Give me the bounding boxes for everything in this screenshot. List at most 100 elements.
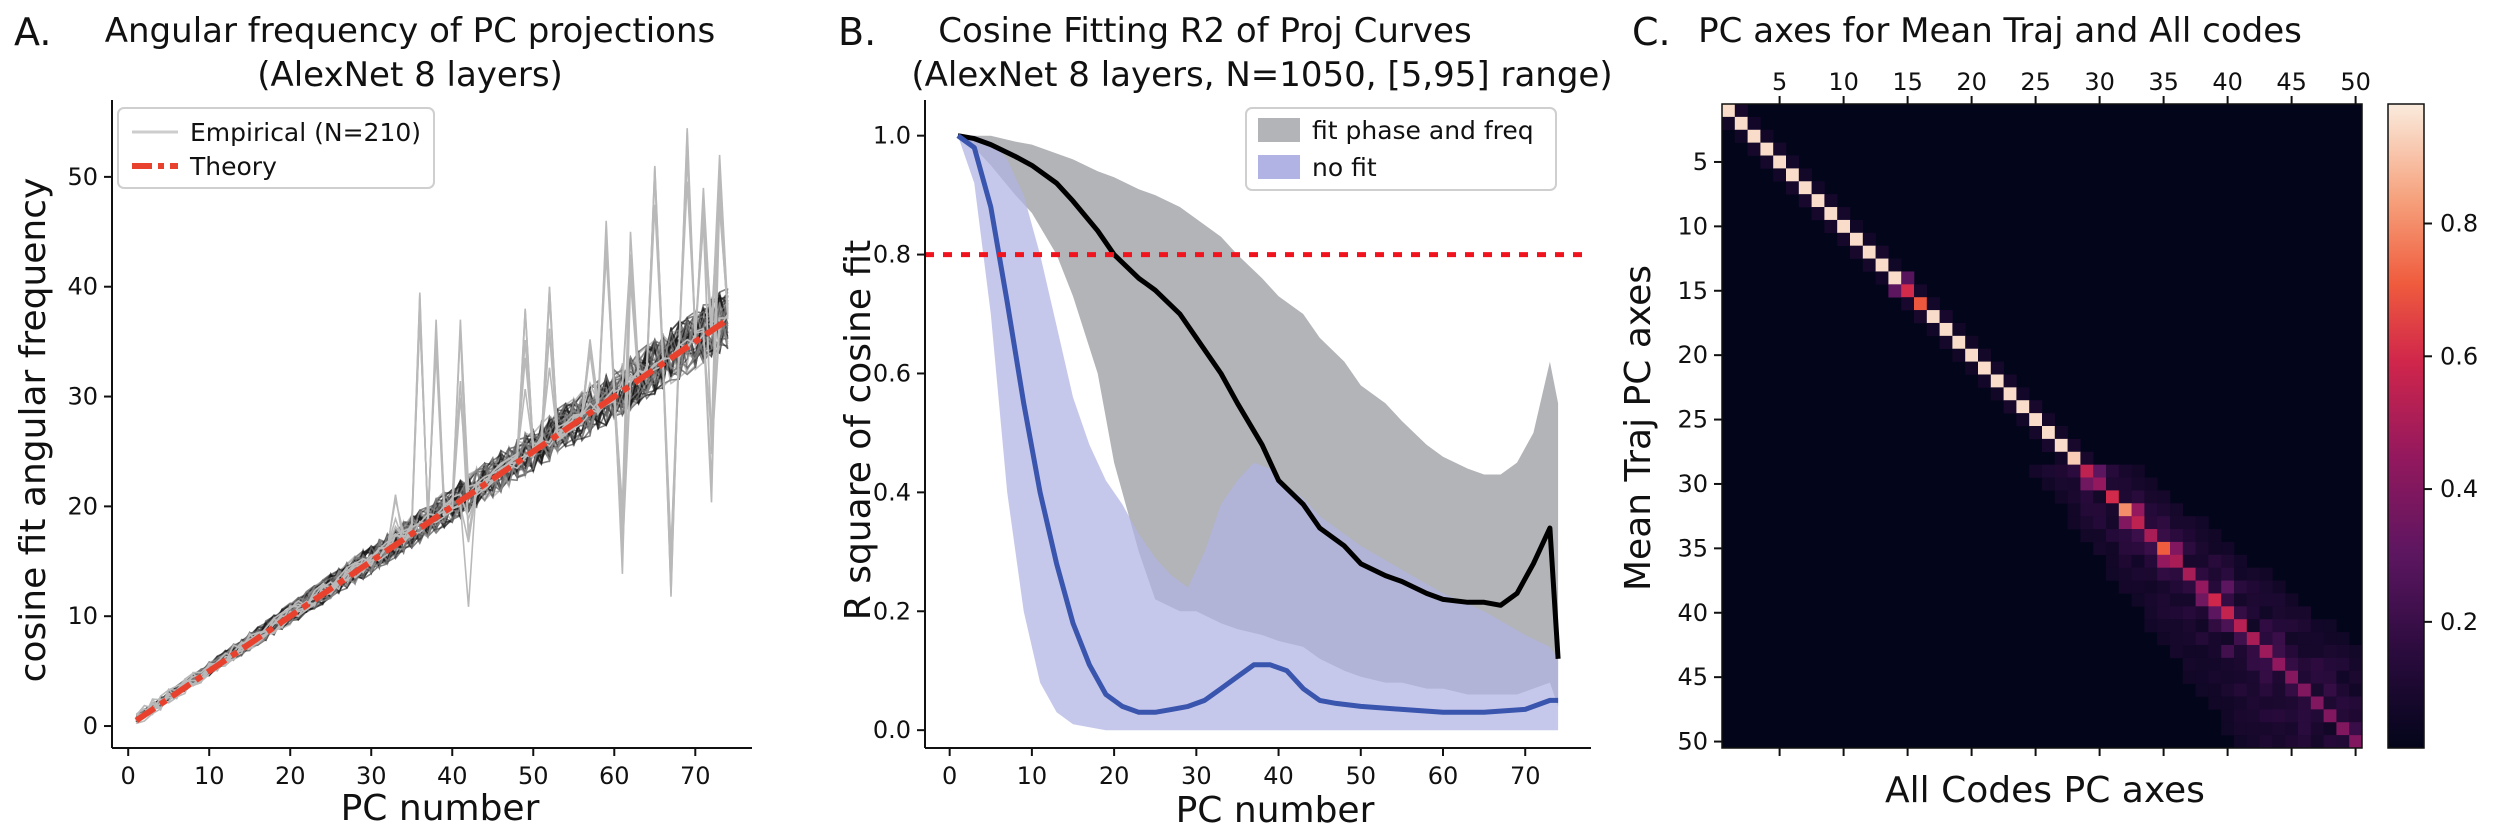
heatmap-cell [2285,670,2299,684]
panel-b-xlabel: PC number [1176,790,1375,831]
panel-b-x-tick-label: 60 [1428,762,1459,790]
heatmap-cell [2195,644,2209,659]
heatmap-cell [2182,619,2196,633]
heatmap-cell [2234,683,2248,697]
legend-empirical-label: Empirical (N=210) [190,118,421,147]
panel-b: B. Cosine Fitting R2 of Proj Curves (Ale… [838,10,1613,831]
heatmap-cell [2093,529,2107,543]
heatmap-cell [1747,129,1761,143]
heatmap-cell [2182,593,2196,607]
legend-fit-swatch [1258,118,1300,142]
heatmap-cell [2182,670,2196,684]
heatmap-cell [2182,606,2196,620]
heatmap-cell [2208,619,2222,633]
heatmap-cell [2106,464,2120,478]
panel-b-x-tick-label: 0 [942,762,957,790]
heatmap-cell [2042,438,2056,453]
heatmap-cell [2285,606,2299,620]
heatmap-cell [2144,606,2158,620]
heatmap-cell [2029,426,2043,440]
panel-a-letter: A. [14,10,51,54]
heatmap-cell [2298,619,2312,633]
heatmap-cell [2170,567,2184,581]
heatmap-cell [2144,567,2158,581]
heatmap-cell [2246,657,2260,672]
heatmap-cell [2054,451,2068,465]
heatmap-cell [2042,413,2056,427]
heatmap-cell [2157,580,2171,594]
heatmap-cell [2336,670,2350,684]
heatmap-cell [1939,322,1953,337]
heatmap-cell [2144,490,2158,504]
panel-c-x-tick-label: 35 [2148,68,2179,96]
heatmap-cell [1990,361,2004,375]
heatmap-cell [1786,181,1800,195]
heatmap-cell [2310,619,2324,633]
heatmap-cell [2131,529,2145,543]
legend-theory-label: Theory [189,152,277,181]
panel-b-series-group [925,133,1591,731]
heatmap-cell [2310,632,2324,646]
heatmap-cell [2221,632,2235,646]
heatmap-cell [2080,503,2094,517]
panel-a-x-tick-label: 0 [121,762,136,790]
panel-c-letter: C. [1632,10,1671,54]
panel-a-y-tick-label: 30 [67,383,98,411]
heatmap-cell [2221,541,2235,556]
heatmap-cell [2323,657,2337,672]
heatmap-cell [2246,593,2260,607]
heatmap-cell [2208,554,2222,568]
panel-b-axes: 0 10 20 30 40 50 60 70 0.0 0.2 0.4 0.6 0.8 1.0 [873,100,1591,790]
heatmap-cell [2349,657,2363,672]
heatmap-cell [2336,644,2350,659]
heatmap-cell [1773,155,1787,169]
colorbar-tick-label: 0.6 [2440,342,2478,370]
heatmap-cell [2349,696,2363,710]
heatmap-cell [2246,722,2260,736]
heatmap-cell [2157,593,2171,607]
heatmap-cell [2259,670,2273,684]
panel-c-y-tick-label: 25 [1677,406,1708,434]
heatmap-cell [2182,580,2196,594]
panel-b-legend-box [1245,107,1557,191]
panel-c-y-tick-label: 35 [1677,534,1708,562]
heatmap-cell [1760,155,1774,169]
panel-a-plot-area [134,128,730,725]
panel-a-xlabel: PC number [341,788,540,829]
heatmap-cell [2246,644,2260,659]
heatmap-cell [2234,670,2248,684]
heatmap-cell [2221,644,2235,659]
heatmap-cell [2195,567,2209,581]
heatmap-cell [2195,541,2209,556]
panel-b-x-tick-label: 10 [1017,762,1048,790]
heatmap-cell [2349,670,2363,684]
heatmap-cell [1824,207,1838,221]
heatmap-cell [2259,722,2273,736]
heatmap-cell [2246,696,2260,710]
heatmap-cell [2272,709,2286,723]
panel-c-x-tick-label: 40 [2212,68,2243,96]
heatmap-cell [2336,735,2350,749]
heatmap-cell [2323,735,2337,749]
heatmap-cell [2131,580,2145,594]
panel-a-x-tick-label: 20 [275,762,306,790]
panel-b-ylabel: R square of cosine fit [838,240,879,620]
heatmap-cell [2182,554,2196,568]
heatmap-cell [2157,606,2171,620]
heatmap-cell [2003,387,2017,401]
heatmap-cell [2054,464,2068,478]
heatmap-cell [2259,619,2273,633]
heatmap-cell [2118,516,2132,530]
heatmap-cell [2182,529,2196,543]
panel-c-y-tick-label: 40 [1677,599,1708,627]
heatmap-cell [1888,271,1902,285]
heatmap-cell [2310,696,2324,710]
heatmap-cell [2298,696,2312,710]
heatmap-cell [2131,490,2145,504]
heatmap-cell [2170,619,2184,633]
panel-b-x-tick-label: 70 [1510,762,1541,790]
heatmap-cell [1901,271,1915,285]
panel-c-axes: 5 10 15 20 25 30 35 40 45 50 5 10 15 20 25 30 35 40 45 50 [1677,68,2371,756]
heatmap-cell [1978,374,1992,388]
heatmap-cell [1978,348,1992,362]
